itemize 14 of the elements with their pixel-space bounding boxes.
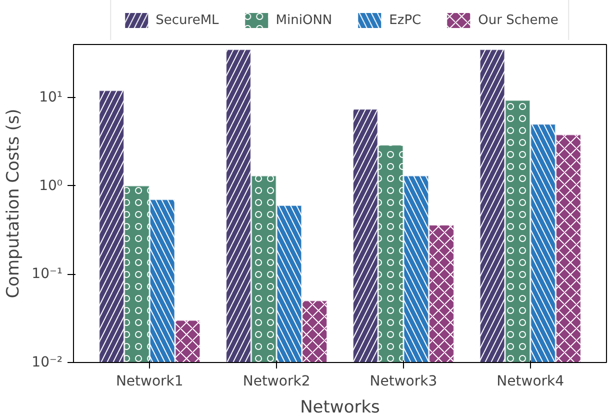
y-tick-label: 10⁻² [32,354,63,370]
y-axis-title: Computation Costs (s) [4,108,24,298]
x-axis-title: Networks [300,398,380,418]
x-tick-label: Network4 [496,374,564,390]
legend-label: Our Scheme [478,12,558,28]
x-tick-label: Network3 [370,374,438,390]
legend-label: EzPC [389,12,422,28]
y-tick-label: 10⁰ [39,178,63,194]
x-tick-label: Network2 [242,374,310,390]
legend-label: SecureML [156,12,219,28]
legend-label: MiniONN [276,12,332,28]
y-tick-label: 10⁻¹ [32,266,63,282]
y-tick-label: 10¹ [39,90,63,106]
x-tick-label: Network1 [116,374,184,390]
